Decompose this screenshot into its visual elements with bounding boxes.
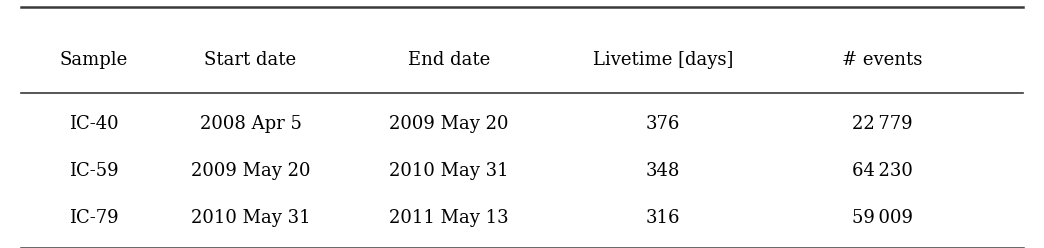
Text: 22 779: 22 779 bbox=[852, 115, 912, 133]
Text: 64 230: 64 230 bbox=[852, 162, 912, 180]
Text: IC-40: IC-40 bbox=[69, 115, 119, 133]
Text: 2009 May 20: 2009 May 20 bbox=[389, 115, 508, 133]
Text: # events: # events bbox=[843, 51, 922, 68]
Text: Sample: Sample bbox=[60, 51, 128, 68]
Text: 2009 May 20: 2009 May 20 bbox=[191, 162, 310, 180]
Text: 59 009: 59 009 bbox=[852, 209, 912, 227]
Text: 2010 May 31: 2010 May 31 bbox=[389, 162, 508, 180]
Text: 2010 May 31: 2010 May 31 bbox=[191, 209, 310, 227]
Text: 2008 Apr 5: 2008 Apr 5 bbox=[199, 115, 302, 133]
Text: Livetime [days]: Livetime [days] bbox=[593, 51, 733, 68]
Text: 348: 348 bbox=[646, 162, 680, 180]
Text: End date: End date bbox=[408, 51, 490, 68]
Text: 316: 316 bbox=[645, 209, 681, 227]
Text: IC-59: IC-59 bbox=[69, 162, 119, 180]
Text: 2011 May 13: 2011 May 13 bbox=[389, 209, 508, 227]
Text: IC-79: IC-79 bbox=[69, 209, 119, 227]
Text: Start date: Start date bbox=[205, 51, 296, 68]
Text: 376: 376 bbox=[646, 115, 680, 133]
